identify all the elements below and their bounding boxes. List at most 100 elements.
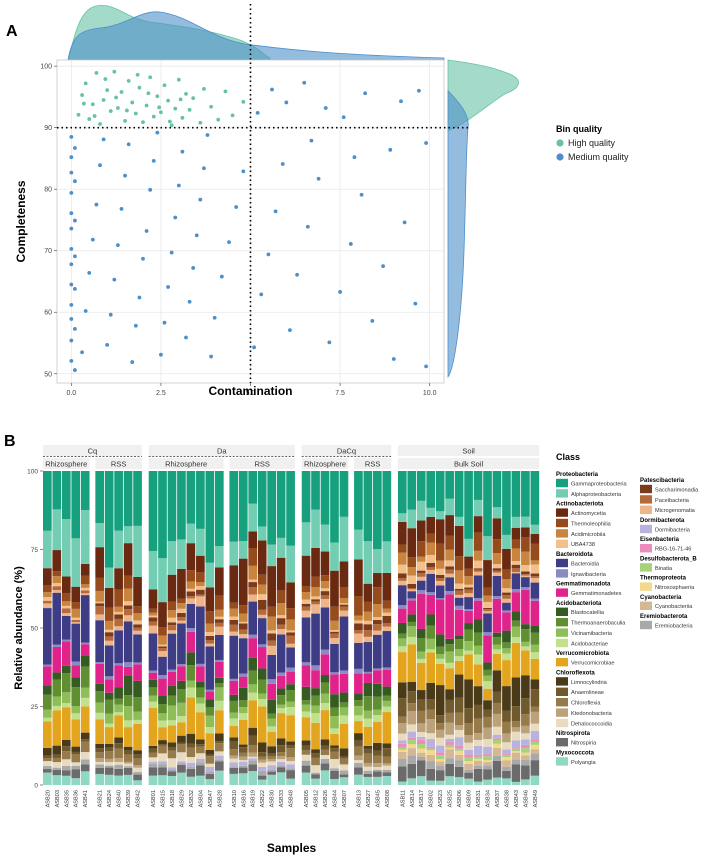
group-strip [354,458,392,469]
legend-class-label: Verrucomicrobiae [571,661,615,667]
bar-segment-saccharimonadia [530,573,540,577]
high-quality-point [198,120,203,125]
group-strip-label: Rhizosphere [165,460,207,469]
bar-segment-ktedonobacteria [454,725,464,730]
bar-segment-gemmatimonadetes [238,676,248,688]
legend-class-label: Blastocatellia [571,610,605,616]
bar-segment-polyangia [95,773,105,785]
bar-segment-chloroflexia [301,750,311,755]
bar-segment-acidobacteriae [492,649,502,654]
medium-quality-point [424,141,428,145]
bar-segment-verrucomicrobiae [320,710,330,740]
bar-segment-gemmatimonadetes [301,665,311,687]
legend-class-label: Acidobacteriae [571,641,608,647]
bar-segment-paceibacteria [511,568,521,572]
bar-segment-gammaproteobacteria [426,471,436,508]
bar-segment-paceibacteria [248,587,258,595]
bar-segment-ktedonobacteria [416,723,426,733]
bar-segment-gammaproteobacteria [416,471,426,501]
legend-title: Bin quality [556,124,602,134]
bar-segment-saccharimonadia [167,622,177,626]
legend-phylum: Bacteroidota [556,552,593,558]
bar-segment-thermoanaerobaculia [61,673,71,693]
medium-quality-point [119,206,124,211]
bar-segment-chloroflexia [330,751,339,760]
sample-tick-label: ASB45 [375,790,381,807]
bar-segment-chloroflexia [363,753,373,763]
bar-segment-ignavibacteria [71,661,81,666]
bar-segment-verrucomicrobiae [43,721,52,748]
bar-segment-ktedonobacteria [229,755,239,759]
bar-segment-binatia [435,755,445,760]
bar-segment-chloroflexia [43,758,52,762]
bar-segment-actinomycetia [454,525,464,557]
medium-quality-point [388,147,393,152]
bar-segment-thermoleophilia [95,577,105,591]
bar-segment-actinomycetia [397,521,407,545]
bar-segment-ignavibacteria [205,689,215,692]
medium-quality-point [166,285,170,289]
bar-segment-thermoanaerobaculia [339,702,349,708]
bar-segment-uba4738 [114,611,123,615]
bar-segment-nitrososphaeria [435,759,445,762]
bar-segment-ignavibacteria [483,632,492,636]
bar-segment-acidobacteriae [454,656,464,661]
bar-segment-gammaproteobacteria [373,471,382,550]
bar-segment-ignavibacteria [248,634,258,639]
bar-segment-eremiobacteria [80,759,90,765]
bar-segment-saccharimonadia [373,620,382,625]
bar-ASB25 [445,471,454,785]
bar-segment-acidobacteriae [301,711,311,718]
bar-segment-vicinamibacteria [248,684,258,693]
bar-segment-bacteroidia [301,617,311,663]
bar-segment-uba4738 [52,583,62,587]
bar-segment-bacteroidia [363,642,373,672]
bar-segment-nitrospiria [330,770,339,779]
bar-ASB04 [196,471,205,785]
bar-segment-acidobacteriae [177,716,186,723]
medium-quality-point [137,295,142,300]
legend-dot [556,139,564,147]
bar-segment-dormibacteria [511,740,521,748]
medium-quality-point [73,146,77,150]
bar-segment-microgenomatia [104,640,114,646]
bar-segment-anaerolineae [177,742,186,745]
bar-segment-blastocatellia [80,655,90,667]
bar-segment-polyangia [196,775,205,785]
scatter-points [69,69,428,372]
high-quality-point [146,91,151,96]
bar-segment-bacteroidia [95,620,105,663]
bar-segment-acidobacteriae [416,658,426,663]
bar-segment-ktedonobacteria [397,723,407,734]
bar-segment-gammaproteobacteria [123,471,133,527]
legend-swatch [556,478,568,488]
bar-segment-alphaproteobacteria [214,546,224,568]
medium-quality-point [348,242,353,246]
bar-segment-gammaproteobacteria [330,471,339,543]
bar-segment-verrucomicrobiae [330,733,339,746]
bar-segment-gemmatimonadetes [445,594,454,639]
bar-segment-actinomycetia [80,563,90,576]
bar-segment-alphaproteobacteria [435,511,445,520]
bar-segment-anaerolineae [435,715,445,724]
bar-segment-nitrososphaeria [492,743,502,748]
bar-segment-dormibacteria [229,762,239,767]
sample-tick-label: ASB11 [400,790,406,807]
bar-segment-nitrospiria [80,764,90,772]
medium-quality-point [73,179,77,184]
bar-segment-gemmatimonadetes [133,664,142,681]
bar-segment-actinomycetia [464,556,473,569]
bar-segment-alphaproteobacteria [407,509,417,529]
bar-segment-ktedonobacteria [511,727,521,732]
bar-ASB06 [454,471,464,785]
bar-segment-polyangia [133,780,142,785]
bar-ASB18 [167,471,177,785]
sample-tick-label: ASB24 [107,790,113,807]
bar-segment-anaerolineae [71,751,81,755]
bar-segment-actinomycetia [61,576,71,594]
bar-segment-ktedonobacteria [133,765,142,768]
high-quality-point [209,104,213,109]
bar-segment-blastocatellia [133,680,142,698]
bar-segment-blastocatellia [286,684,295,691]
medium-quality-point [305,224,310,229]
